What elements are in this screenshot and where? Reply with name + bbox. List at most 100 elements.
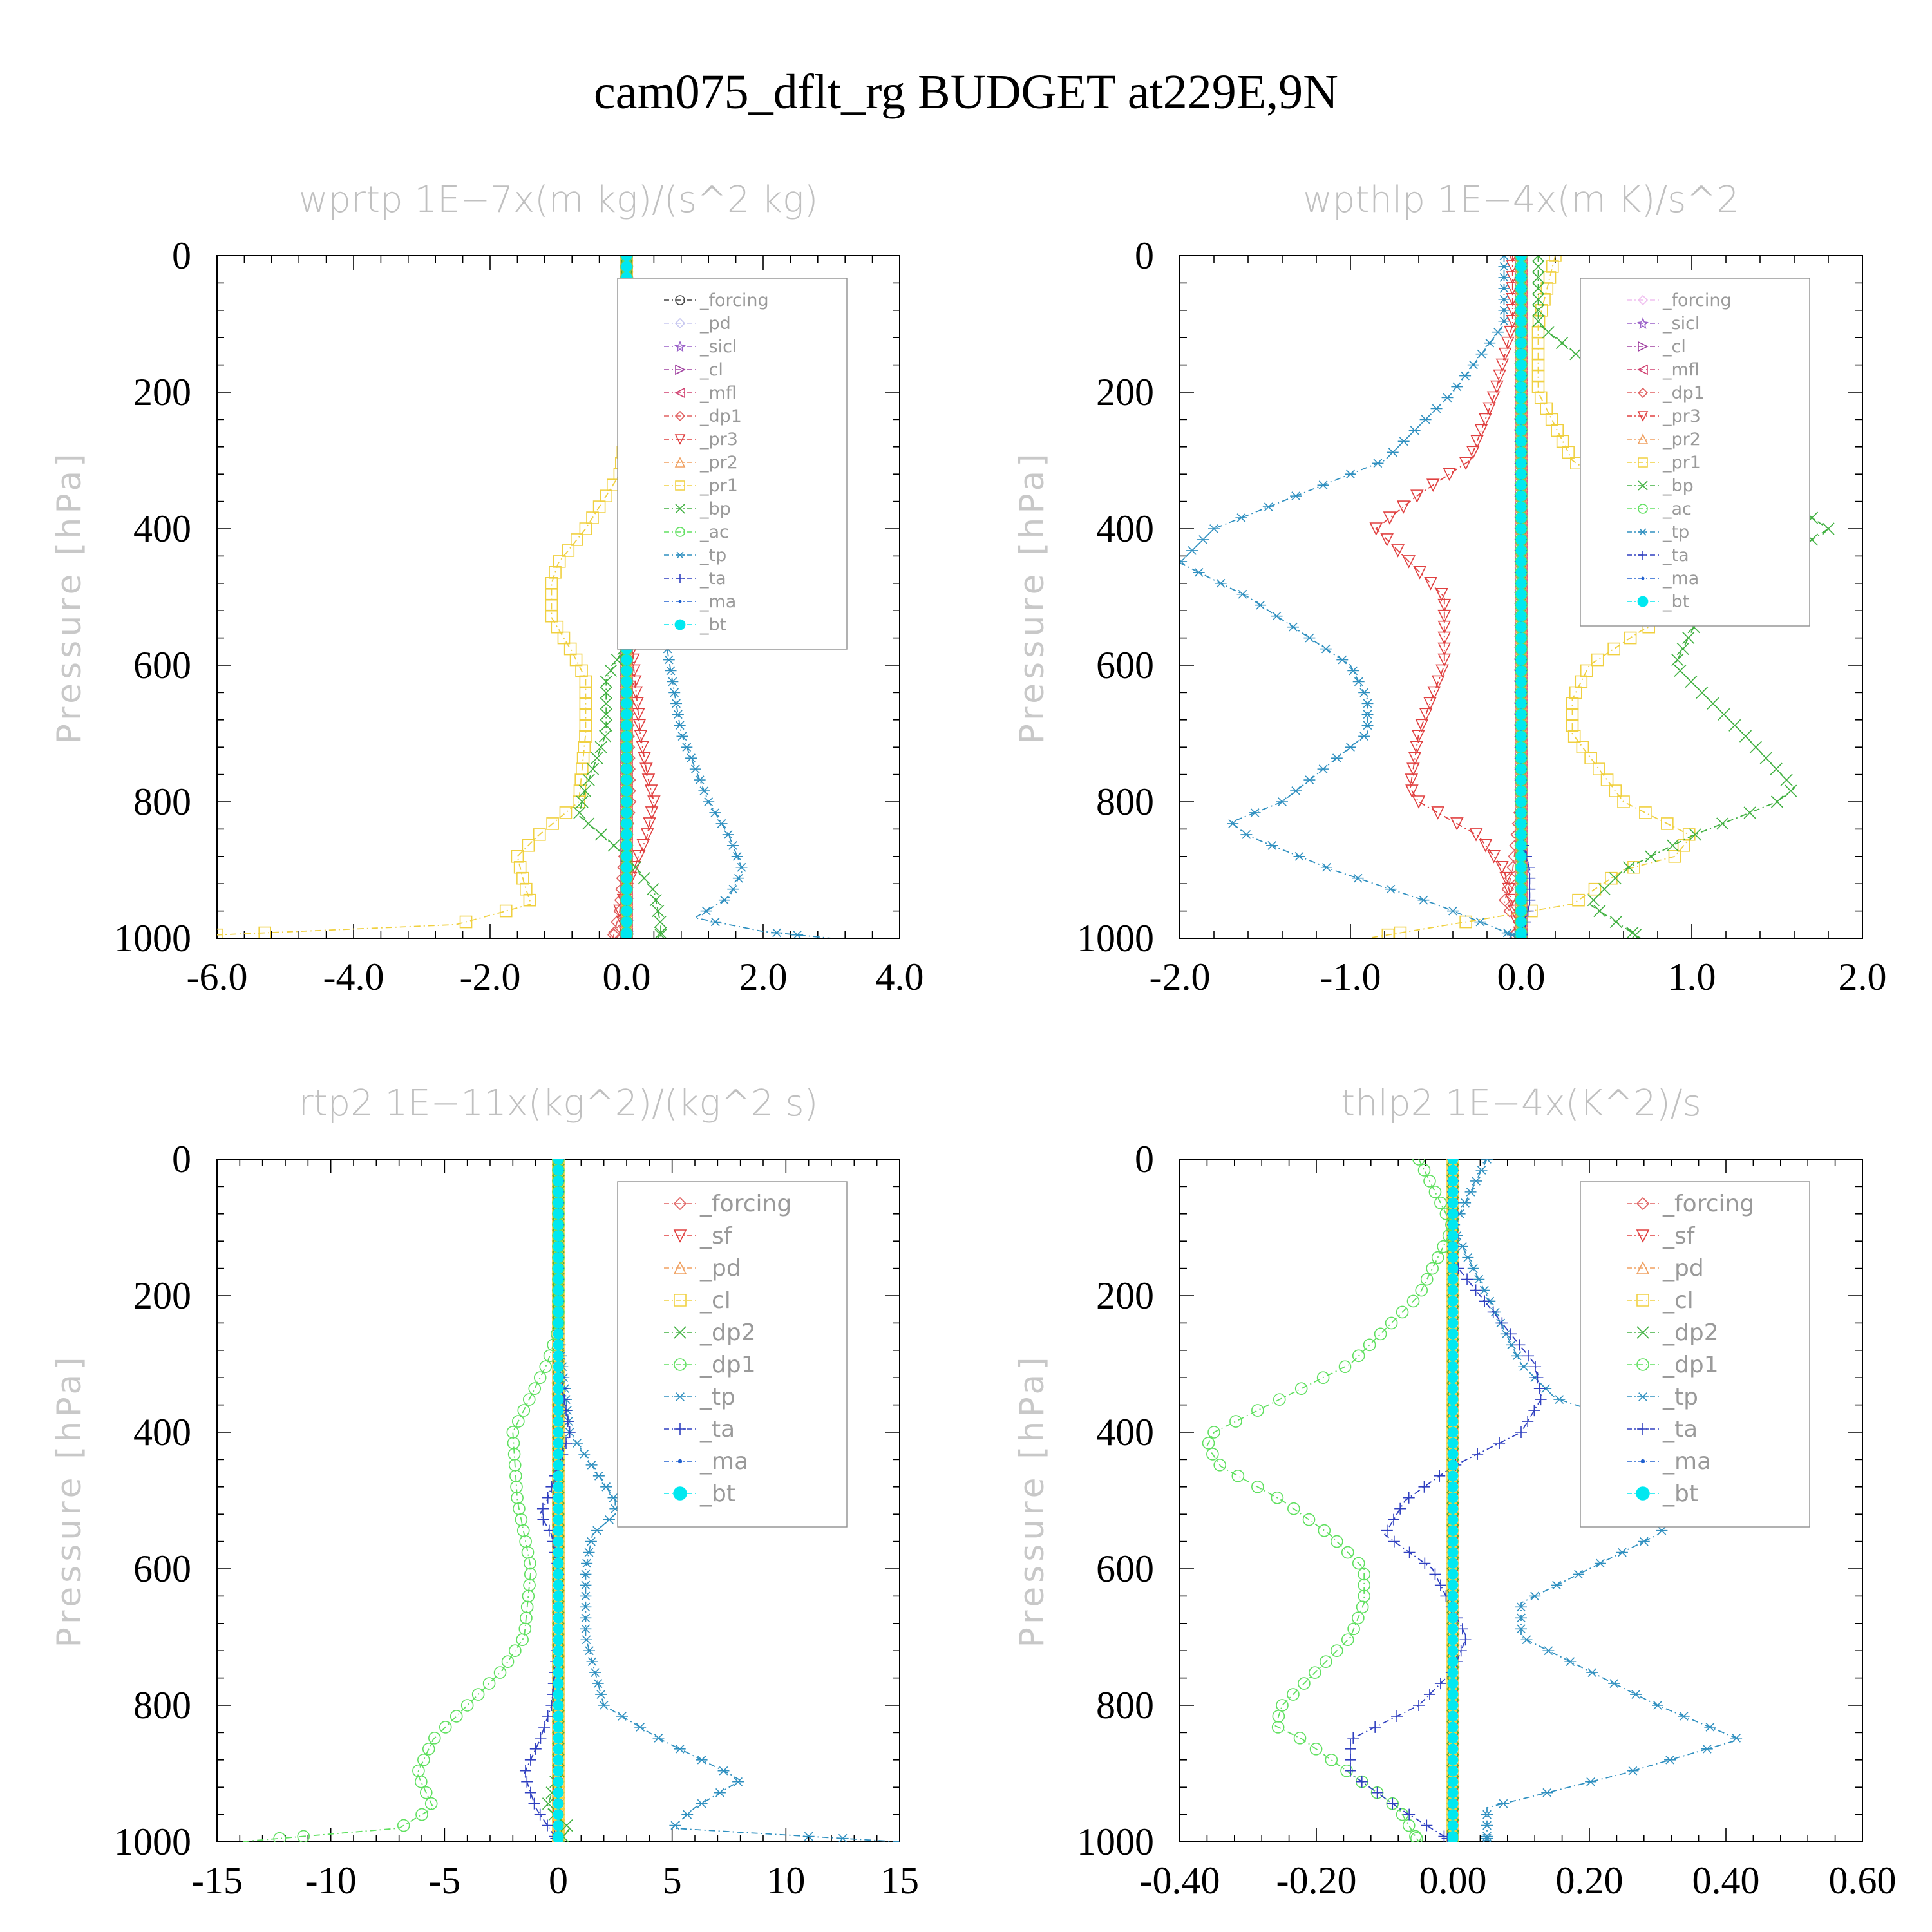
data-point: [647, 883, 659, 896]
legend-label: _ac: [1662, 499, 1692, 519]
data-point: [545, 609, 558, 623]
data-point: [1573, 1569, 1585, 1579]
data-point: [621, 697, 632, 709]
data-point: [1447, 1689, 1459, 1700]
data-point: [1447, 1743, 1459, 1755]
data-point: [1759, 752, 1772, 764]
data-point: [1515, 611, 1527, 622]
data-point: [1682, 828, 1696, 841]
data-point: [553, 1230, 564, 1242]
data-point: [1271, 1491, 1284, 1504]
data-point: [553, 1743, 564, 1755]
data-point: [643, 817, 656, 831]
data-point: [1588, 882, 1602, 896]
data-point: [1556, 435, 1569, 448]
data-point: [1515, 929, 1527, 938]
legend-label: _tp: [1662, 1384, 1698, 1410]
data-point: [621, 763, 632, 775]
data-point: [1470, 1284, 1482, 1296]
data-point: [1528, 1405, 1540, 1417]
data-point: [1515, 283, 1527, 294]
data-point: [576, 795, 589, 808]
data-point: [654, 929, 667, 938]
data-point: [1303, 775, 1316, 784]
data-point: [1676, 642, 1689, 656]
legend-marker: [1641, 576, 1645, 580]
data-point: [553, 1361, 564, 1372]
data-point: [1202, 1437, 1215, 1450]
data-point: [1403, 1492, 1415, 1504]
data-point: [1780, 773, 1793, 786]
data-point: [1482, 402, 1497, 416]
data-point: [553, 1186, 564, 1198]
data-point: [1515, 643, 1527, 654]
data-point: [1475, 1166, 1488, 1175]
data-point: [694, 775, 706, 784]
data-point: [1785, 784, 1797, 797]
data-point: [1406, 1294, 1420, 1308]
data-point: [1331, 753, 1343, 763]
legend-marker: [1638, 528, 1647, 536]
data-point: [1271, 611, 1283, 621]
data-point: [621, 654, 632, 665]
data-point: [1473, 1274, 1485, 1284]
data-point: [510, 1481, 523, 1493]
data-point: [1381, 1524, 1393, 1537]
data-point: [1562, 446, 1575, 459]
data-point: [1447, 1503, 1459, 1515]
data-point: [1685, 675, 1698, 688]
data-point: [621, 708, 632, 720]
data-point: [553, 1470, 564, 1482]
data-point: [1531, 380, 1545, 393]
data-point: [562, 544, 575, 557]
y-tick-label: 1000: [114, 917, 191, 960]
data-point: [1447, 1634, 1459, 1645]
data-point: [1441, 393, 1454, 402]
data-point: [1447, 1481, 1459, 1493]
data-point: [1423, 1689, 1435, 1701]
data-point: [1677, 839, 1690, 852]
panel-title: wpthlp 1E−4x(m K)/s^2: [1303, 179, 1739, 221]
data-point: [1447, 1361, 1459, 1372]
data-point: [674, 721, 686, 730]
data-point: [645, 806, 659, 820]
data-point: [1447, 1241, 1459, 1253]
data-point: [1447, 1601, 1459, 1613]
data-point: [428, 1732, 441, 1745]
data-point: [1696, 686, 1709, 699]
data-point: [553, 1536, 564, 1548]
data-point: [1499, 871, 1513, 886]
data-point: [1186, 546, 1198, 555]
data-point: [1605, 871, 1618, 885]
data-point: [1255, 600, 1267, 610]
data-point: [1447, 1809, 1459, 1821]
legend-marker: [1636, 1229, 1650, 1243]
data-point: [636, 839, 650, 853]
data-point: [1515, 741, 1527, 753]
data-point: [1515, 316, 1527, 327]
plot-frame: [1179, 1159, 1863, 1842]
legend-marker: [674, 410, 686, 422]
data-point: [585, 1461, 598, 1470]
data-point: [1542, 326, 1555, 339]
data-point: [553, 1689, 564, 1700]
legend-label: _dp1: [1662, 1352, 1719, 1378]
data-point: [1515, 916, 1527, 927]
y-tick-label: 200: [1096, 1274, 1154, 1317]
data-point: [1447, 1492, 1459, 1504]
legend-box: [617, 278, 848, 650]
data-point: [551, 620, 564, 634]
data-point: [727, 884, 739, 894]
data-point: [1522, 1416, 1534, 1428]
data-point: [726, 840, 739, 850]
data-point: [1515, 697, 1527, 709]
data-point: [553, 1580, 564, 1591]
data-point: [1498, 284, 1510, 293]
series-line: [1452, 1159, 1741, 1842]
data-point: [542, 1819, 554, 1832]
data-point: [1553, 1395, 1566, 1404]
data-point: [1213, 1459, 1226, 1472]
data-point: [512, 1415, 525, 1428]
x-tick-label: 0.60: [1829, 1859, 1897, 1902]
